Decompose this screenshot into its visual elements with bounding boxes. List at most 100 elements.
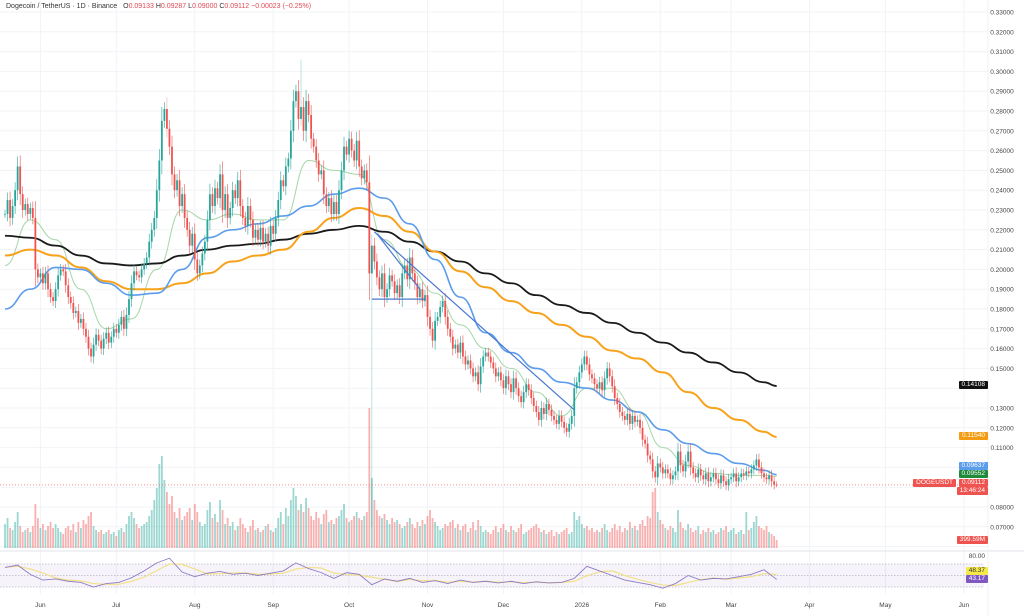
volume-bar	[664, 528, 667, 548]
candle	[19, 155, 22, 206]
candle	[636, 415, 639, 427]
candle	[241, 199, 244, 225]
volume-bar	[330, 520, 333, 548]
candle	[677, 442, 679, 481]
candle-body	[626, 413, 629, 420]
volume-bar	[742, 534, 745, 548]
candle-body	[659, 463, 662, 468]
candle-body	[573, 388, 576, 416]
volume-bar	[730, 530, 733, 548]
rsi-line	[4, 557, 777, 589]
volume-bar	[29, 532, 32, 548]
volume-bar	[49, 522, 52, 548]
candle-body	[360, 166, 363, 179]
candle	[234, 184, 237, 205]
volume-bar	[74, 532, 77, 548]
candle	[649, 450, 652, 465]
volume-bar	[11, 530, 14, 548]
candle	[224, 186, 227, 218]
candle	[69, 291, 72, 309]
candle-body	[229, 208, 232, 218]
volume-bar	[160, 456, 163, 548]
candle	[666, 464, 669, 479]
candle-body	[277, 200, 280, 218]
volume-bar	[520, 524, 523, 548]
candle	[507, 370, 510, 391]
candle	[370, 234, 373, 527]
volume-bar	[482, 532, 485, 548]
candle	[173, 166, 176, 199]
candle-body	[358, 140, 361, 167]
volume-bar	[216, 522, 219, 548]
candle	[312, 132, 315, 153]
volume-bar	[239, 518, 242, 548]
candle	[14, 182, 17, 214]
candle	[626, 408, 629, 426]
volume-bar	[672, 528, 674, 548]
candle	[6, 192, 9, 222]
volume-bar	[512, 530, 515, 548]
volume-bar	[87, 516, 90, 548]
candle	[24, 198, 27, 216]
candle	[74, 306, 77, 318]
candle	[158, 149, 161, 202]
candle-body	[646, 443, 649, 456]
candle	[464, 350, 467, 371]
volume-bar	[621, 532, 624, 548]
candle-body	[214, 188, 216, 207]
candle-body	[391, 275, 393, 282]
candle-body	[426, 295, 429, 317]
volume-bar	[320, 524, 323, 548]
candle-body	[598, 382, 601, 389]
volume-bar	[305, 498, 307, 548]
candle	[707, 467, 710, 488]
volume-bar	[47, 526, 49, 548]
price-tick-label: 0.28000	[990, 109, 1014, 116]
volume-bar	[408, 518, 411, 548]
price-tick-label: 0.29000	[990, 89, 1014, 96]
volume-bar	[315, 512, 318, 548]
candle-body	[388, 275, 391, 290]
candle-body	[393, 281, 396, 294]
volume-bar	[484, 530, 487, 548]
volume-bar	[487, 532, 490, 548]
candle-body	[666, 469, 669, 474]
volume-bar	[580, 524, 583, 548]
date-tick-label: Feb	[655, 602, 667, 609]
candle-body	[732, 473, 735, 478]
candle-body	[226, 194, 229, 218]
price-tick-label: 0.17000	[990, 326, 1014, 333]
candle	[477, 365, 480, 392]
candle	[487, 347, 490, 362]
candle	[47, 265, 49, 298]
volume-bar	[755, 516, 758, 548]
candle-body	[327, 198, 330, 207]
volume-bar	[588, 530, 591, 548]
volume-bar	[246, 532, 249, 548]
candle	[135, 266, 138, 281]
candle-body	[269, 225, 272, 246]
volume-bar	[59, 532, 62, 548]
candle	[727, 473, 730, 491]
volume-bar	[477, 520, 480, 548]
volume-bar	[613, 524, 616, 548]
candle	[246, 197, 249, 235]
volume-bar	[209, 502, 211, 548]
candle	[335, 195, 338, 221]
candle	[512, 370, 515, 400]
candle-body	[231, 190, 234, 209]
candle	[310, 105, 313, 149]
candle-body	[264, 233, 267, 242]
volume-bar	[469, 528, 472, 548]
candle-body	[472, 368, 474, 377]
candle	[439, 300, 442, 324]
candles	[4, 59, 778, 527]
candle-body	[441, 301, 444, 308]
candle-body	[4, 213, 6, 215]
candle-body	[133, 271, 135, 284]
grid	[0, 0, 988, 594]
volume-bar	[434, 522, 436, 548]
candle	[522, 385, 525, 409]
candle	[454, 339, 457, 354]
